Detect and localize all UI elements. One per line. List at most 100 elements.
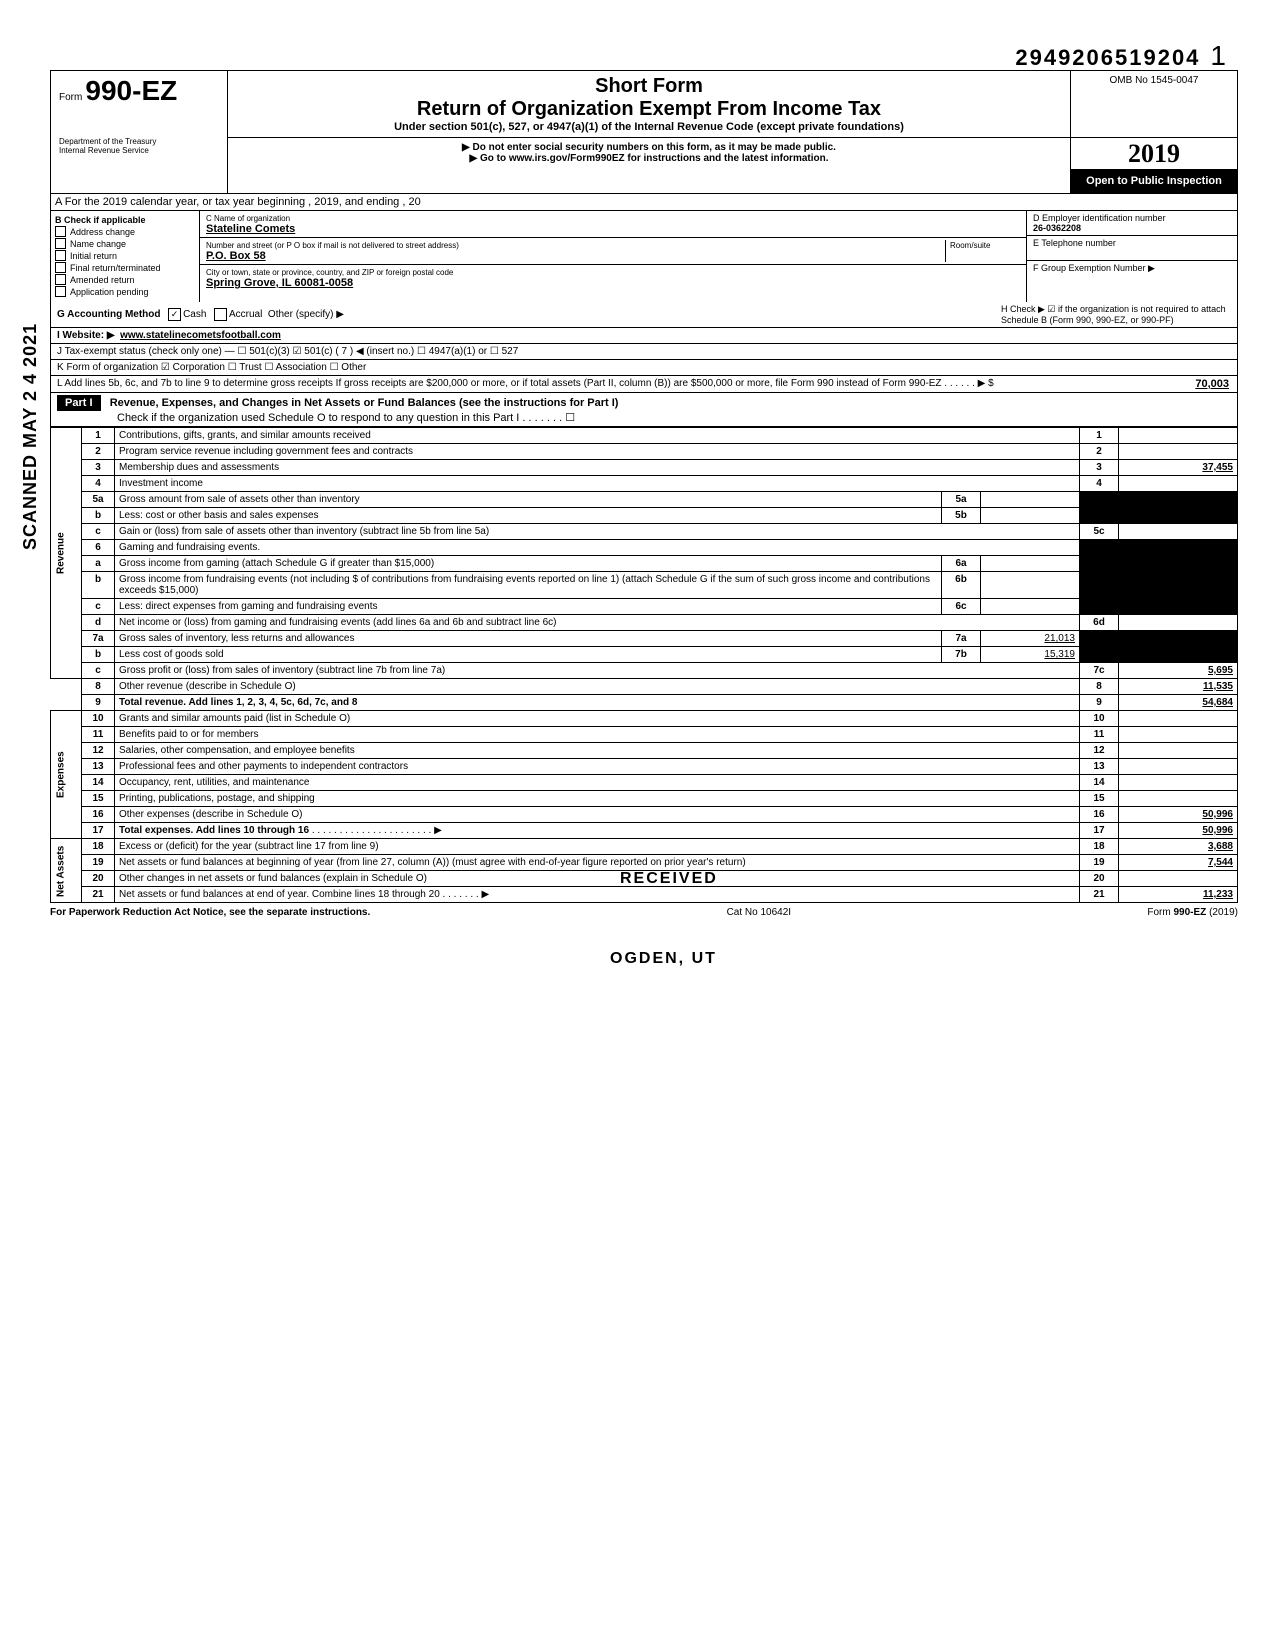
line-h: H Check ▶ ☑ if the organization is not r… — [1001, 304, 1231, 325]
group-exemption-label: F Group Exemption Number ▶ — [1033, 263, 1155, 273]
open-public-badge: Open to Public Inspection — [1071, 169, 1237, 193]
rn: 6d — [1080, 615, 1119, 631]
rn: 2 — [1080, 444, 1119, 460]
line-num: c — [82, 524, 115, 540]
chk-name-change[interactable]: Name change — [55, 238, 195, 249]
chk-label: Final return/terminated — [70, 263, 161, 273]
dln: 2949206519204 — [1015, 45, 1200, 70]
rn: 14 — [1080, 775, 1119, 791]
line-text: Less cost of goods sold — [115, 647, 942, 663]
chk-label: Name change — [70, 239, 126, 249]
gross-receipts: 70,003 — [1187, 376, 1237, 392]
irs-label: Internal Revenue Service — [59, 146, 219, 155]
page-number: 29492065192041 — [1015, 40, 1228, 72]
line-i: I Website: ▶ www.statelinecometsfootball… — [50, 328, 1238, 344]
total-expenses: 50,996 — [1119, 823, 1238, 839]
part1-check: Check if the organization used Schedule … — [117, 412, 575, 424]
line-num: 16 — [82, 807, 115, 823]
line-text: Net income or (loss) from gaming and fun… — [115, 615, 1080, 631]
rn: 4 — [1080, 476, 1119, 492]
chk-final-return[interactable]: Final return/terminated — [55, 262, 195, 273]
rn: 7c — [1080, 663, 1119, 679]
rv — [1119, 428, 1238, 444]
line-text: Less: cost or other basis and sales expe… — [115, 508, 942, 524]
line-text: Benefits paid to or for members — [115, 727, 1080, 743]
line-text: Less: direct expenses from gaming and fu… — [115, 599, 942, 615]
ein-value: 26-0362208 — [1033, 223, 1081, 233]
line-num: 17 — [82, 823, 115, 839]
accounting-method-label: G Accounting Method — [57, 309, 161, 320]
form-ref: Form 990-EZ (2019) — [1147, 907, 1238, 918]
chk-label: Amended return — [70, 275, 135, 285]
line-text: Net assets or fund balances at beginning… — [115, 855, 1080, 871]
part1-header: Part I Revenue, Expenses, and Changes in… — [50, 393, 1238, 427]
chk-app-pending[interactable]: Application pending — [55, 286, 195, 297]
line-num: 13 — [82, 759, 115, 775]
other-revenue: 11,535 — [1119, 679, 1238, 695]
page-footer: For Paperwork Reduction Act Notice, see … — [50, 903, 1238, 918]
line-num: c — [82, 599, 115, 615]
rn: 20 — [1080, 871, 1119, 887]
mn: 5a — [942, 492, 981, 508]
rn: 5c — [1080, 524, 1119, 540]
rn: 13 — [1080, 759, 1119, 775]
line-num: 9 — [82, 695, 115, 711]
cogs: 15,319 — [981, 647, 1080, 663]
chk-address-change[interactable]: Address change — [55, 226, 195, 237]
gross-sales: 21,013 — [981, 631, 1080, 647]
chk-label: Initial return — [70, 251, 117, 261]
line-text: Occupancy, rent, utilities, and maintena… — [115, 775, 1080, 791]
rn: 9 — [1080, 695, 1119, 711]
accrual-label: Accrual — [229, 309, 262, 320]
chk-accrual[interactable] — [214, 308, 227, 321]
line-num: 15 — [82, 791, 115, 807]
line-text: Gross income from fundraising events (no… — [115, 572, 942, 599]
line-text: Investment income — [115, 476, 1080, 492]
beginning-net-assets: 7,544 — [1119, 855, 1238, 871]
chk-initial-return[interactable]: Initial return — [55, 250, 195, 261]
ssn-warning: ▶ Do not enter social security numbers o… — [236, 142, 1062, 153]
chk-label: Address change — [70, 227, 135, 237]
line-text: Gross profit or (loss) from sales of inv… — [115, 663, 1080, 679]
mn: 7b — [942, 647, 981, 663]
line-num: 1 — [82, 428, 115, 444]
line-a: A For the 2019 calendar year, or tax yea… — [50, 194, 1238, 211]
line-num: d — [82, 615, 115, 631]
chk-cash[interactable]: ✓ — [168, 308, 181, 321]
phone-label: E Telephone number — [1033, 238, 1116, 248]
line-num: 8 — [82, 679, 115, 695]
rn: 16 — [1080, 807, 1119, 823]
chk-amended[interactable]: Amended return — [55, 274, 195, 285]
chk-label: Application pending — [70, 287, 149, 297]
line-num: 20 — [82, 871, 115, 887]
line-num: 4 — [82, 476, 115, 492]
line-text: Excess or (deficit) for the year (subtra… — [115, 839, 1080, 855]
line-num: 12 — [82, 743, 115, 759]
mn: 6c — [942, 599, 981, 615]
total-revenue: 54,684 — [1119, 695, 1238, 711]
part1-title: Revenue, Expenses, and Changes in Net As… — [110, 397, 619, 409]
scanned-stamp: SCANNED MAY 2 4 2021 — [20, 323, 41, 550]
line-text: Gross income from gaming (attach Schedul… — [115, 556, 942, 572]
short-form-title: Short Form — [236, 75, 1062, 98]
part1-table: Revenue 1Contributions, gifts, grants, a… — [50, 427, 1238, 903]
section-b-label: B Check if applicable — [55, 215, 195, 225]
room-label: Room/suite — [950, 241, 990, 250]
org-name-label: C Name of organization — [206, 214, 290, 223]
line-num: 3 — [82, 460, 115, 476]
mn: 5b — [942, 508, 981, 524]
rn: 1 — [1080, 428, 1119, 444]
line-text: Salaries, other compensation, and employ… — [115, 743, 1080, 759]
line-l: L Add lines 5b, 6c, and 7b to line 9 to … — [50, 376, 1238, 393]
form-header: Form 990-EZ Department of the Treasury I… — [50, 70, 1238, 194]
excess-deficit: 3,688 — [1119, 839, 1238, 855]
revenue-side-label: Revenue — [51, 428, 82, 679]
info-grid: B Check if applicable Address change Nam… — [50, 211, 1238, 302]
mn: 7a — [942, 631, 981, 647]
line-num: b — [82, 647, 115, 663]
line-l-text: L Add lines 5b, 6c, and 7b to line 9 to … — [51, 376, 1187, 392]
line-text: Gain or (loss) from sale of assets other… — [115, 524, 1080, 540]
org-address: P.O. Box 58 — [206, 250, 266, 262]
rn: 3 — [1080, 460, 1119, 476]
rv — [1119, 476, 1238, 492]
